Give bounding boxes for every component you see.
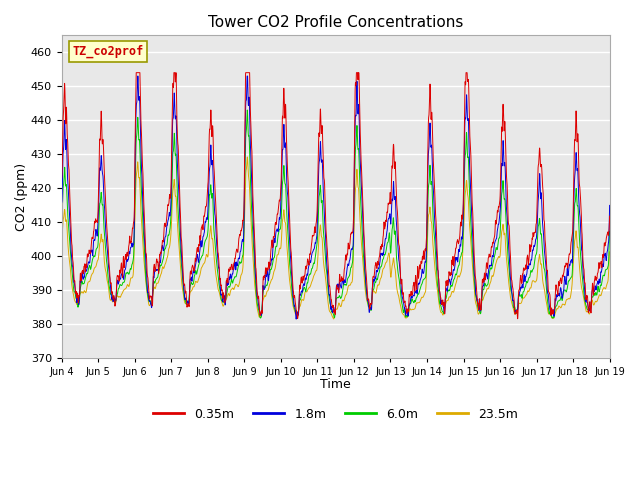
X-axis label: Time: Time [320, 378, 351, 391]
Y-axis label: CO2 (ppm): CO2 (ppm) [15, 163, 28, 230]
Title: Tower CO2 Profile Concentrations: Tower CO2 Profile Concentrations [208, 15, 463, 30]
Text: TZ_co2prof: TZ_co2prof [73, 45, 144, 58]
Legend: 0.35m, 1.8m, 6.0m, 23.5m: 0.35m, 1.8m, 6.0m, 23.5m [148, 403, 524, 426]
